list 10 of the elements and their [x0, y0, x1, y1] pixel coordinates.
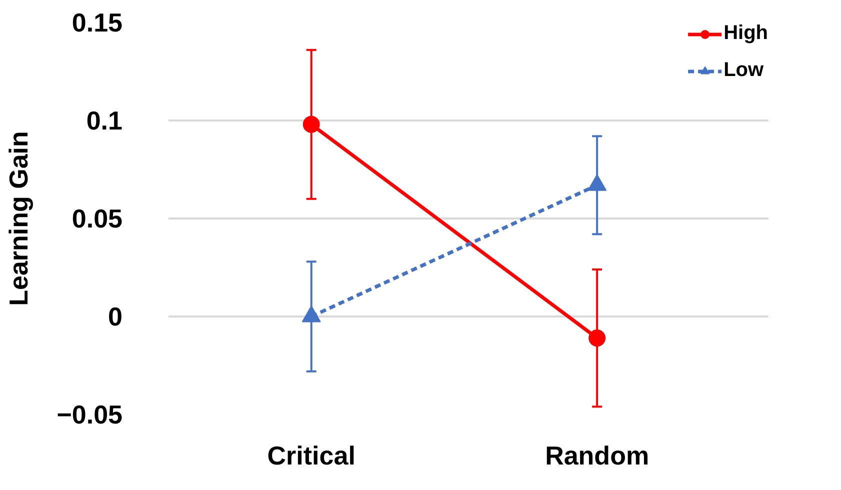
y-axis-title: Learning Gain — [4, 131, 34, 306]
x-tick-label: Random — [545, 440, 650, 470]
y-tick-label: −0.05 — [56, 400, 123, 430]
y-tick-label: 0.15 — [72, 8, 123, 38]
x-tick-label: Critical — [267, 440, 356, 470]
y-tick-label: 0.05 — [72, 204, 123, 234]
legend-label: Low — [724, 59, 764, 82]
y-tick-label: 0 — [108, 302, 123, 332]
y-tick-label: 0.1 — [86, 106, 123, 136]
legend-label: High — [724, 22, 768, 45]
